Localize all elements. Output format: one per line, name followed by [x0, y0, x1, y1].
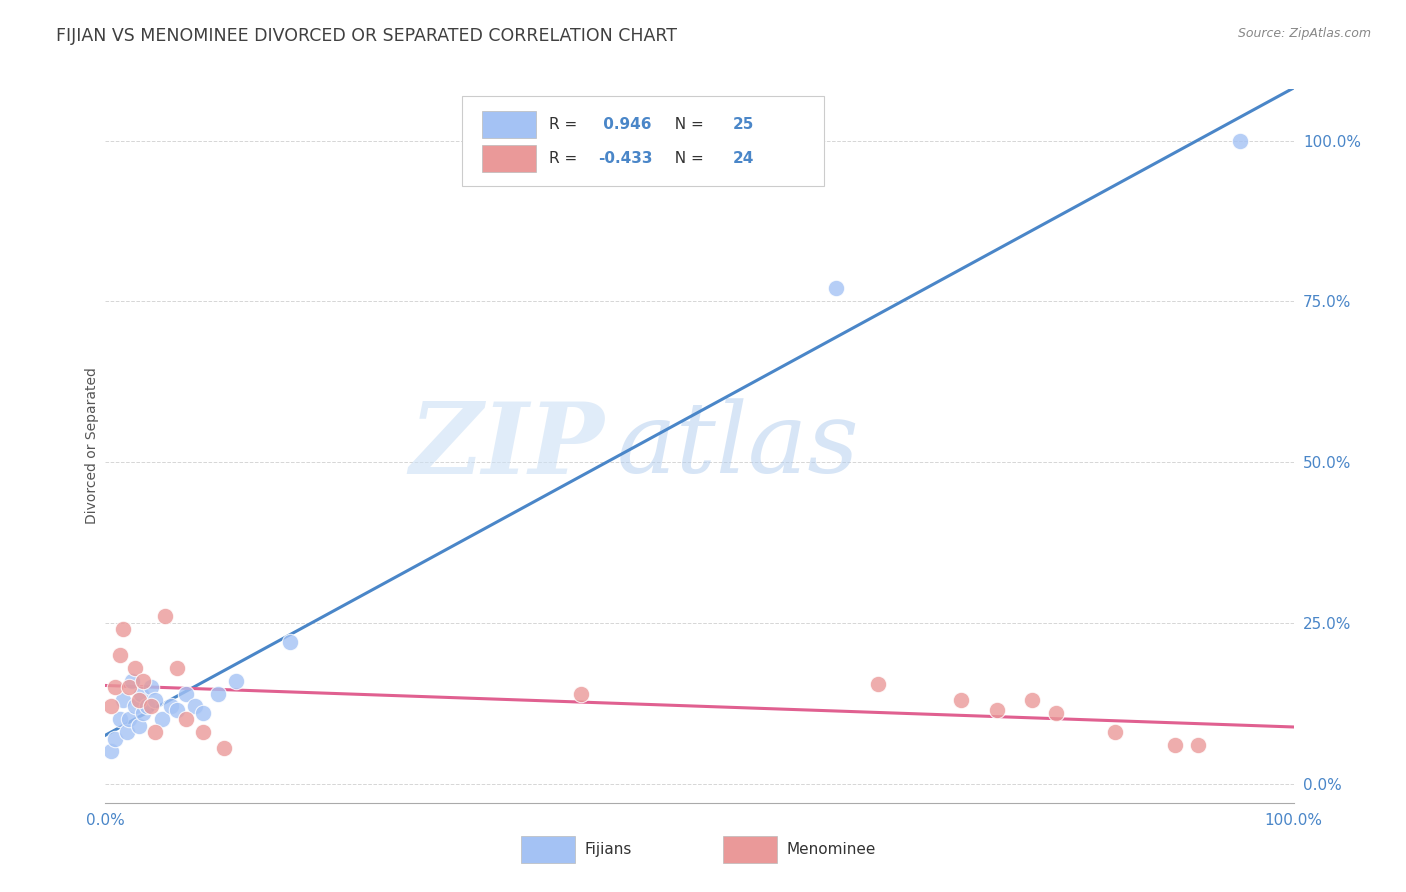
Point	[124, 661, 146, 675]
Point	[104, 731, 127, 746]
Text: Source: ZipAtlas.com: Source: ZipAtlas.com	[1237, 27, 1371, 40]
Point	[152, 712, 174, 726]
Point	[128, 693, 150, 707]
Point	[1187, 738, 1209, 752]
FancyBboxPatch shape	[461, 96, 824, 186]
Point	[139, 680, 162, 694]
Point	[191, 725, 214, 739]
Point	[121, 673, 143, 688]
Point	[166, 661, 188, 675]
Point	[129, 686, 152, 700]
Text: atlas: atlas	[616, 399, 859, 493]
Text: ZIP: ZIP	[409, 398, 605, 494]
Point	[174, 686, 197, 700]
Text: N =: N =	[665, 118, 709, 132]
Text: Fijians: Fijians	[585, 842, 631, 856]
Point	[569, 686, 592, 700]
Point	[1104, 725, 1126, 739]
FancyBboxPatch shape	[482, 112, 536, 138]
Point	[108, 712, 131, 726]
Point	[112, 622, 135, 636]
Point	[986, 702, 1008, 716]
Point	[278, 635, 301, 649]
Point	[132, 673, 155, 688]
Text: FIJIAN VS MENOMINEE DIVORCED OR SEPARATED CORRELATION CHART: FIJIAN VS MENOMINEE DIVORCED OR SEPARATE…	[56, 27, 678, 45]
Text: -0.433: -0.433	[599, 151, 652, 166]
Point	[136, 699, 159, 714]
Point	[183, 699, 205, 714]
Point	[104, 680, 127, 694]
Point	[825, 281, 848, 295]
Text: 25: 25	[733, 118, 754, 132]
Point	[1021, 693, 1043, 707]
Point	[159, 699, 181, 714]
Point	[118, 712, 141, 726]
Point	[866, 677, 889, 691]
Point	[207, 686, 229, 700]
FancyBboxPatch shape	[723, 836, 776, 863]
Point	[112, 693, 135, 707]
Y-axis label: Divorced or Separated: Divorced or Separated	[84, 368, 98, 524]
Text: 24: 24	[733, 151, 754, 166]
Point	[100, 699, 122, 714]
Point	[100, 744, 122, 758]
FancyBboxPatch shape	[482, 145, 536, 172]
Point	[174, 712, 197, 726]
Point	[143, 693, 166, 707]
Text: 0.946: 0.946	[599, 118, 652, 132]
Point	[949, 693, 972, 707]
FancyBboxPatch shape	[522, 836, 575, 863]
Point	[143, 725, 166, 739]
Text: R =: R =	[548, 118, 582, 132]
Point	[166, 702, 188, 716]
Text: Menominee: Menominee	[786, 842, 876, 856]
Point	[128, 719, 150, 733]
Point	[139, 699, 162, 714]
Point	[132, 706, 155, 720]
Point	[124, 699, 146, 714]
Text: R =: R =	[548, 151, 582, 166]
Text: N =: N =	[665, 151, 709, 166]
Point	[1045, 706, 1067, 720]
Point	[214, 741, 236, 756]
Point	[115, 725, 138, 739]
Point	[1229, 134, 1251, 148]
Point	[225, 673, 247, 688]
Point	[1164, 738, 1187, 752]
Point	[153, 609, 176, 624]
Point	[118, 680, 141, 694]
Point	[108, 648, 131, 662]
Point	[191, 706, 214, 720]
